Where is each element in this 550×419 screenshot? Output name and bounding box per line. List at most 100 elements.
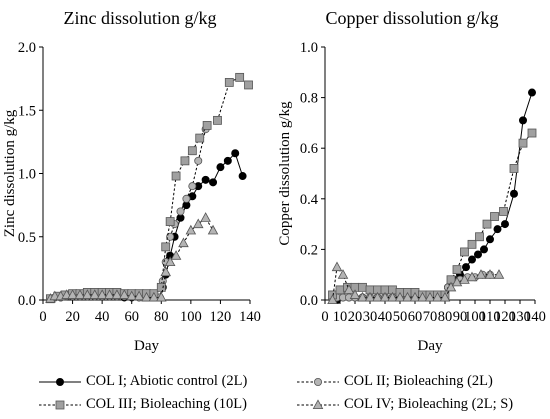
data-point-col-i-abiotic-control-2l <box>518 116 527 125</box>
legend: COL I; Abiotic control (2L) COL II; Biol… <box>0 370 550 419</box>
data-point-col-iv-bioleaching-2l-s <box>111 289 123 299</box>
data-point-col-i-abiotic-control-2l <box>509 189 518 198</box>
data-point-col-iii-bioleaching-10l <box>224 78 234 87</box>
series-line-col-iii-bioleaching-10l <box>50 76 249 300</box>
data-point-col-iv-bioleaching-2l-s <box>409 291 421 302</box>
data-point-col-i-abiotic-control-2l <box>209 178 218 187</box>
data-point-col-iii-bioleaching-10l <box>171 171 181 181</box>
x-tick-label: 140 <box>524 309 546 325</box>
x-axis-label: Day <box>418 338 443 354</box>
data-point-col-iv-bioleaching-2l-s <box>200 212 211 222</box>
data-point-col-iv-bioleaching-2l-s <box>327 294 338 305</box>
data-point-col-i-abiotic-control-2l <box>493 225 502 234</box>
legend-label-col-ii: COL II; Bioleaching (2L) <box>344 373 493 389</box>
data-point-col-iv-bioleaching-2l-s <box>387 291 398 302</box>
data-point-col-iii-bioleaching-10l <box>499 207 508 216</box>
data-point-col-iv-bioleaching-2l-s <box>459 274 470 284</box>
data-point-col-iv-bioleaching-2l-s <box>417 291 428 302</box>
data-point-col-iv-bioleaching-2l-s <box>475 269 487 279</box>
copper-chart: Copper dissolution g/kg Copper dissolutio… <box>277 8 546 354</box>
data-point-col-iv-bioleaching-2l-s <box>82 289 93 299</box>
y-tick-label: 0.5 <box>18 230 36 246</box>
x-tick-label: 100 <box>464 309 486 325</box>
data-point-col-iv-bioleaching-2l-s <box>156 291 167 302</box>
x-tick-label: 80 <box>438 309 453 325</box>
data-point-col-iii-bioleaching-10l <box>180 156 190 166</box>
data-point-col-iii-bioleaching-10l <box>467 239 477 249</box>
data-point-col-iv-bioleaching-2l-s <box>170 250 182 260</box>
data-point-col-ii-bioleaching-2l <box>182 194 191 203</box>
data-point-col-iv-bioleaching-2l-s <box>364 291 376 302</box>
data-point-col-ii-bioleaching-2l <box>188 182 197 191</box>
y-axis-label: Zinc dissolution g/kg <box>2 109 18 237</box>
legend-marker <box>312 398 324 409</box>
data-point-col-iv-bioleaching-2l-s <box>402 291 413 302</box>
data-point-col-iii-bioleaching-10l <box>335 285 345 295</box>
legend-item-col-iv: COL IV; Bioleaching (2L; S) <box>296 396 513 413</box>
data-point-col-iv-bioleaching-2l-s <box>104 289 115 299</box>
data-point-col-ii-bioleaching-2l <box>176 207 185 216</box>
legend-swatch-col-iv <box>297 398 339 409</box>
x-tick-label: 30 <box>363 309 378 325</box>
data-point-col-i-abiotic-control-2l <box>238 172 247 181</box>
x-tick-label: 10 <box>333 309 348 325</box>
data-point-col-iii-bioleaching-10l <box>195 133 205 143</box>
x-tick-label: 110 <box>479 309 500 325</box>
data-point-col-i-abiotic-control-2l <box>473 250 482 259</box>
data-point-col-i-abiotic-control-2l <box>485 235 494 244</box>
data-point-col-iv-bioleaching-2l-s <box>357 291 368 302</box>
x-tick-label: 120 <box>210 309 232 325</box>
data-point-col-iv-bioleaching-2l-s <box>451 276 463 287</box>
data-point-col-iv-bioleaching-2l-s <box>466 271 478 282</box>
data-point-col-iii-bioleaching-10l <box>452 265 462 275</box>
x-tick-label: 40 <box>378 309 393 325</box>
legend-swatch-col-ii <box>297 377 339 386</box>
data-point-col-iv-bioleaching-2l-s <box>337 269 349 279</box>
data-point-col-iv-bioleaching-2l-s <box>424 291 436 302</box>
data-point-col-iv-bioleaching-2l-s <box>160 266 171 277</box>
y-tick-label: 2.0 <box>18 40 36 56</box>
y-tick-label: 0.6 <box>300 141 318 157</box>
y-tick-label: 0.4 <box>300 192 319 208</box>
data-point-col-i-abiotic-control-2l <box>527 88 536 97</box>
series-col-iii-bioleaching-10l <box>328 128 537 300</box>
x-tick-label: 120 <box>494 309 516 325</box>
data-point-col-iii-bioleaching-10l <box>187 146 197 156</box>
series-col-i-abiotic-control-2l <box>46 149 247 303</box>
data-point-col-iv-bioleaching-2l-s <box>394 291 406 302</box>
data-point-col-iii-bioleaching-10l <box>202 121 212 130</box>
x-tick-label: 60 <box>408 309 423 325</box>
x-tick-label: 50 <box>393 309 408 325</box>
legend-swatch-col-i <box>39 377 81 386</box>
data-point-col-iv-bioleaching-2l-s <box>484 269 496 279</box>
y-tick-label: 1.5 <box>18 103 36 119</box>
x-tick-label: 70 <box>423 309 438 325</box>
data-point-col-iii-bioleaching-10l <box>213 115 222 125</box>
legend-item-col-i: COL I; Abiotic control (2L) <box>38 373 247 390</box>
legend-label-col-iii: COL III; Bioleaching (10L) <box>86 396 247 412</box>
data-point-col-iii-bioleaching-10l <box>165 217 175 226</box>
data-point-col-iv-bioleaching-2l-s <box>379 291 391 302</box>
x-tick-label: 60 <box>124 309 139 325</box>
x-tick-label: 80 <box>154 309 169 325</box>
zinc-chart: Zinc dissolution g/kg Zinc dissolution g/… <box>2 8 261 354</box>
data-point-col-i-abiotic-control-2l <box>461 263 470 272</box>
x-tick-label: 20 <box>65 309 80 325</box>
data-point-col-i-abiotic-control-2l <box>231 149 240 158</box>
y-tick-label: 0.0 <box>300 293 318 309</box>
series-col-iv-bioleaching-2l-s <box>45 212 219 303</box>
legend-item-col-iii: COL III; Bioleaching (10L) <box>38 396 247 413</box>
y-tick-label: 0.0 <box>18 293 36 309</box>
data-point-col-iv-bioleaching-2l-s <box>192 218 204 229</box>
data-point-col-iv-bioleaching-2l-s <box>432 291 443 302</box>
data-point-col-iii-bioleaching-10l <box>161 242 171 252</box>
legend-item-col-ii: COL II; Bioleaching (2L) <box>296 373 493 390</box>
series-line-col-i-abiotic-control-2l <box>332 92 533 301</box>
series-col-i-abiotic-control-2l <box>328 88 536 304</box>
data-point-col-iv-bioleaching-2l-s <box>349 289 361 299</box>
chart-title: Copper dissolution g/kg <box>325 8 498 28</box>
x-tick-label: 40 <box>95 309 110 325</box>
legend-label-col-i: COL I; Abiotic control (2L) <box>86 373 248 389</box>
legend-marker <box>55 377 64 386</box>
